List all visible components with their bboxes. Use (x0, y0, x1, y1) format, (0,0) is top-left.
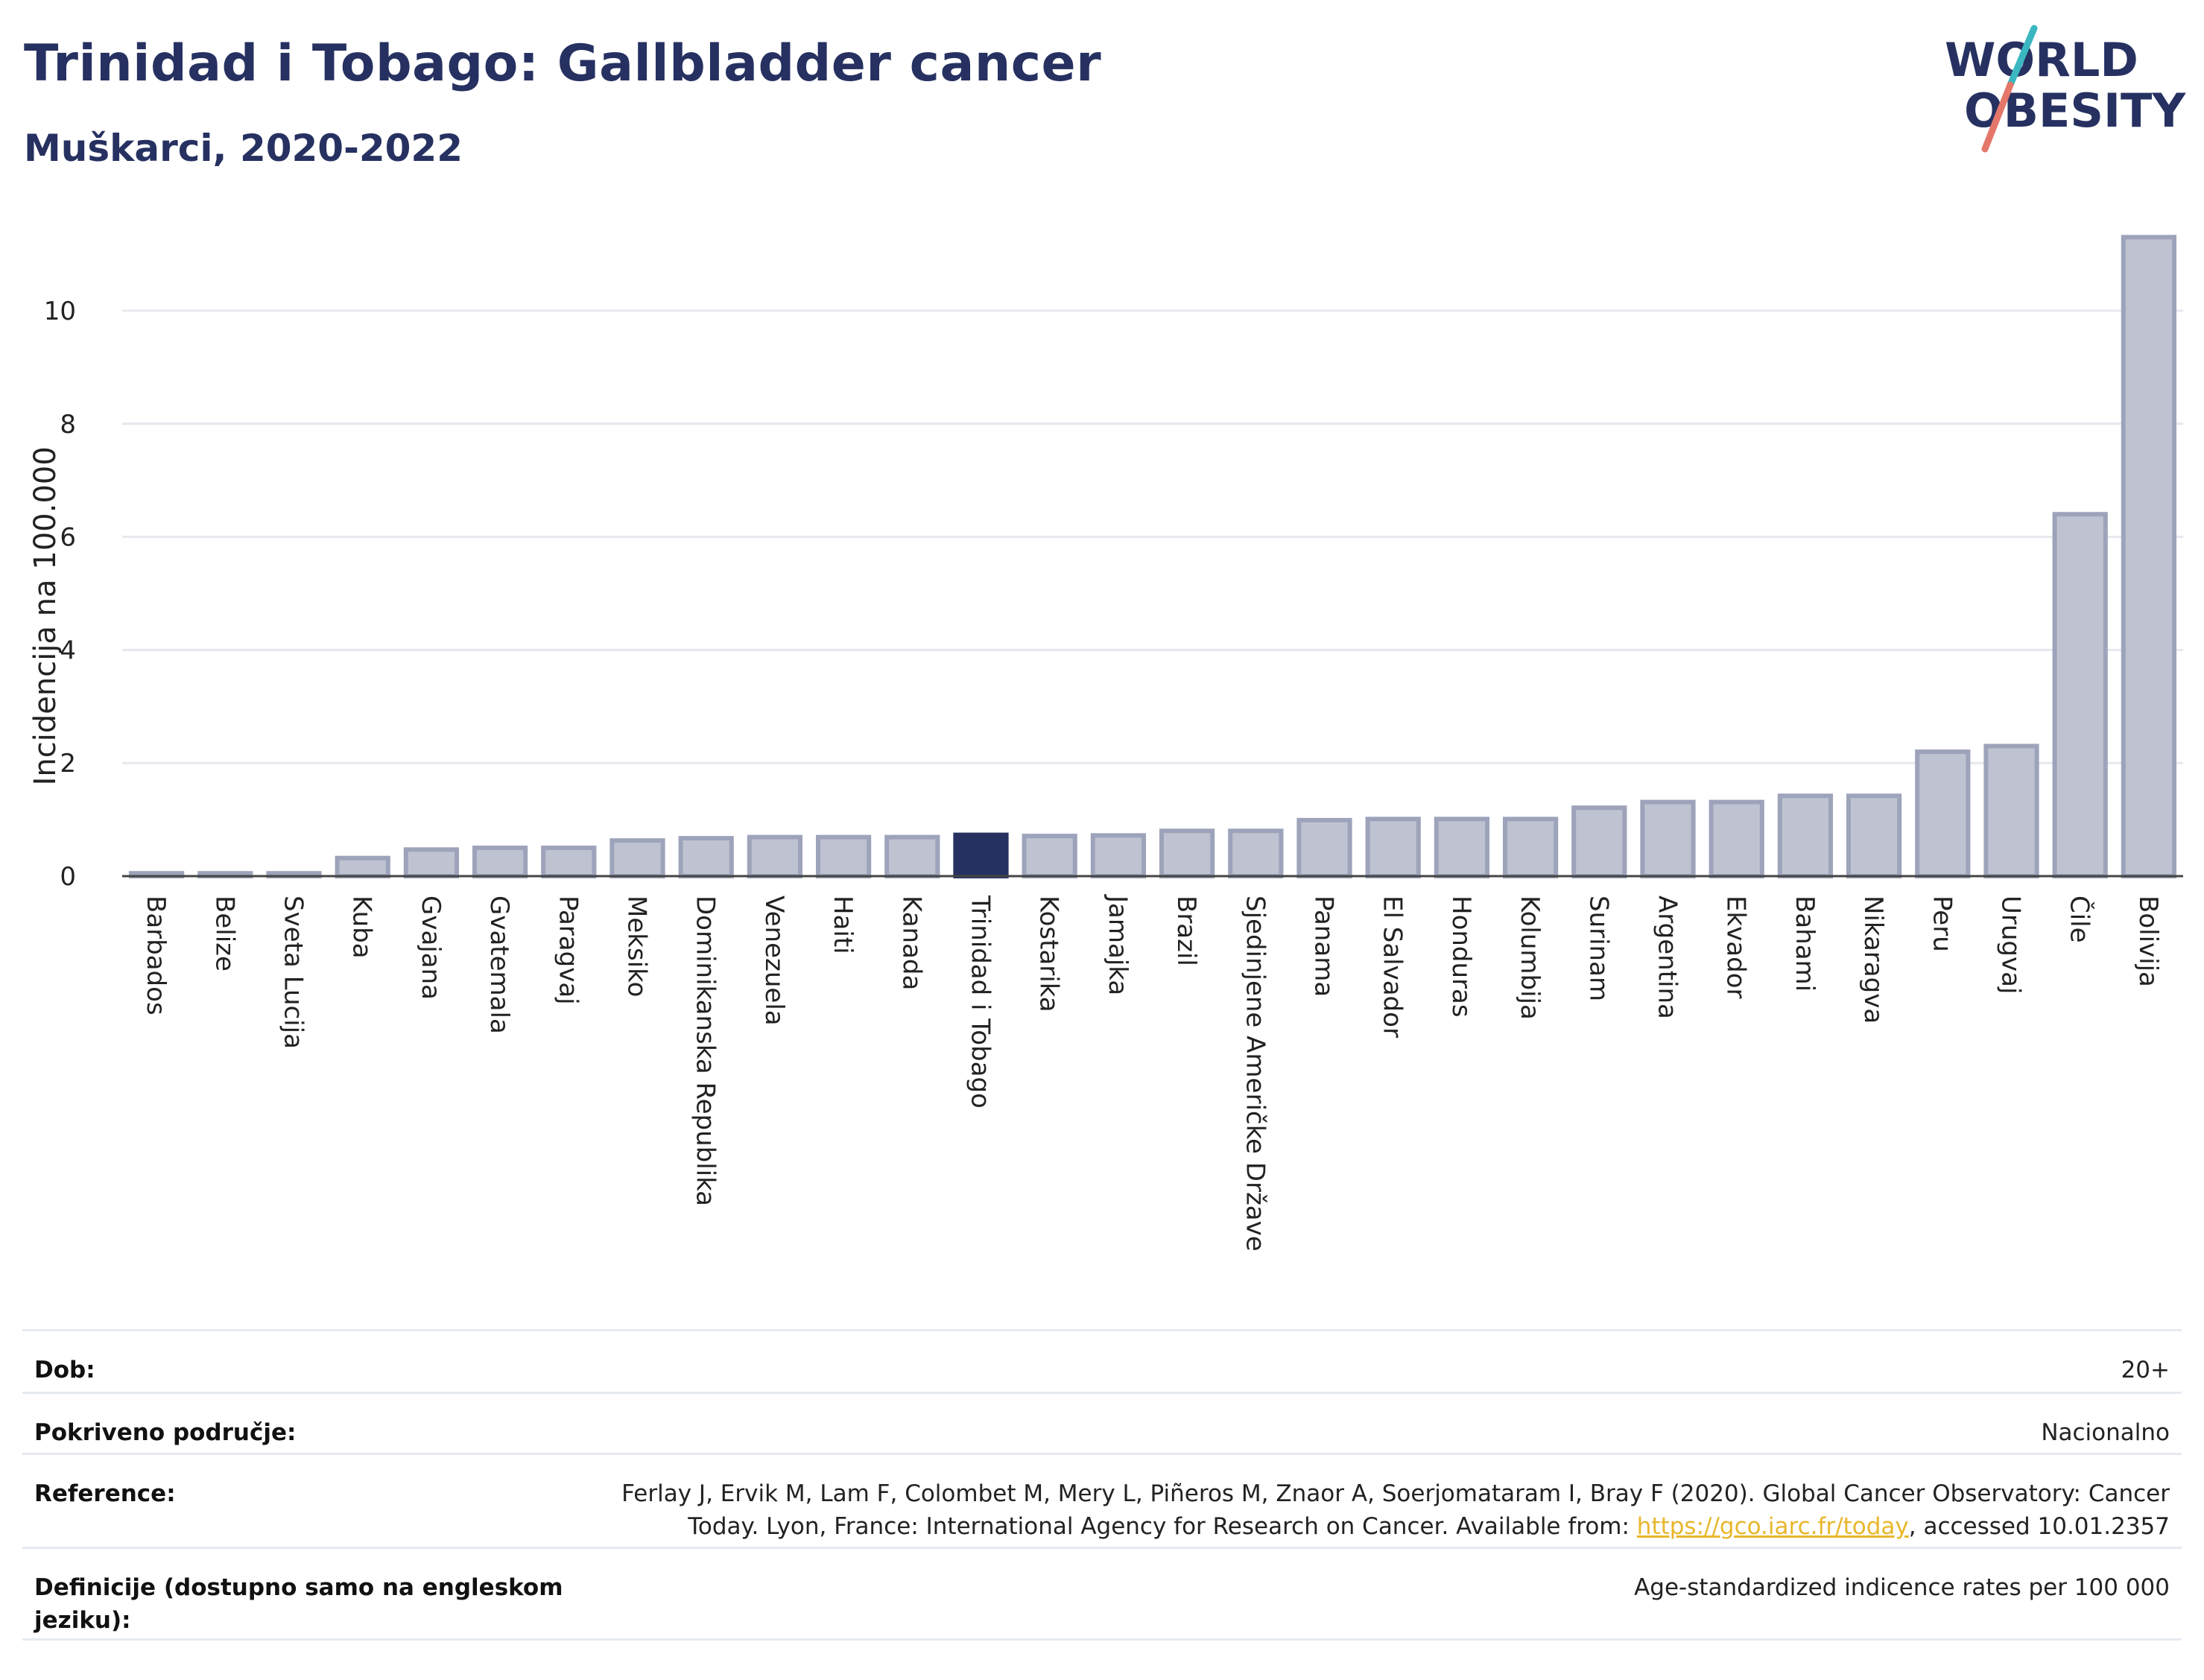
bar-trinidad-i-tobago[interactable] (953, 832, 1009, 879)
info-value-references: Ferlay J, Ervik M, Lam F, Colombet M, Me… (590, 1477, 2170, 1543)
reference-text: Ferlay J, Ervik M, Lam F, Colombet M, Me… (621, 1480, 2170, 1540)
chart-title: Trinidad i Tobago: Gallbladder cancer (24, 34, 1102, 93)
bar-el-salvador[interactable] (1365, 817, 1421, 878)
info-value-age: 20+ (2121, 1357, 2170, 1383)
x-tick-label: Meksiko (622, 896, 652, 997)
x-tick-label: Belize (209, 896, 239, 971)
bar-dominikanska-republika[interactable] (678, 836, 734, 878)
y-tick-label: 8 (60, 410, 76, 440)
bar-brazil[interactable] (1159, 828, 1215, 879)
bar-ekvador[interactable] (1709, 799, 1764, 879)
bar-surinam[interactable] (1571, 805, 1627, 879)
bar-gvatemala[interactable] (472, 846, 528, 879)
x-tick-label: Haiti (828, 896, 858, 954)
bar-nikaragva[interactable] (1846, 793, 1902, 879)
x-tick-label: Bolivija (2133, 896, 2163, 987)
info-value-coverage: Nacionalno (2041, 1419, 2170, 1446)
x-tick-label: Sjedinjene Američke Države (1240, 896, 1270, 1252)
x-tick-label: Ekvador (1721, 896, 1751, 999)
bar-urugvaj[interactable] (1983, 744, 2039, 878)
info-row-definitions: Definicije (dostupno samo na engleskom j… (22, 1547, 2182, 1641)
bar-meksiko[interactable] (609, 838, 665, 878)
bar-kuba[interactable] (335, 855, 390, 879)
y-tick-label: 6 (60, 523, 76, 553)
bar-kostarika[interactable] (1022, 834, 1077, 878)
bar-čile[interactable] (2052, 512, 2108, 878)
info-row-references: Reference: Ferlay J, Ervik M, Lam F, Col… (22, 1453, 2182, 1547)
logo-slash-coral (1981, 81, 2014, 153)
x-tick-label: Sveta Lucija (279, 896, 308, 1049)
logo-line1: WORLD (1945, 33, 2138, 87)
x-tick-label: Bahami (1790, 896, 1820, 992)
info-label-coverage: Pokriveno područje: (34, 1419, 297, 1446)
x-tick-label: Argentina (1653, 896, 1682, 1019)
bar-kanada[interactable] (884, 834, 940, 879)
x-tick-label: Jamajka (1103, 894, 1133, 995)
x-tick-label: Panama (1309, 896, 1339, 997)
x-tick-label: Urugvaj (1996, 896, 2026, 994)
x-tick-label: Honduras (1446, 896, 1476, 1018)
gridlines (122, 309, 2183, 764)
bar-sjedinjene-američke-države[interactable] (1228, 828, 1284, 879)
logo-slash-teal (2007, 25, 2038, 89)
info-row-coverage: Pokriveno područje: Nacionalno (22, 1392, 2182, 1453)
bar-venezuela[interactable] (747, 834, 803, 879)
bar-panama[interactable] (1296, 817, 1352, 879)
x-tick-label: Dominikanska Republika (691, 896, 721, 1206)
bars (128, 235, 2177, 879)
bar-honduras[interactable] (1434, 817, 1490, 878)
y-tick-label: 4 (60, 635, 76, 665)
x-tick-label: Kanada (896, 896, 926, 990)
x-tick-label: Kostarika (1034, 896, 1064, 1012)
x-tick-label: Čile (2065, 896, 2095, 943)
bar-gvajana[interactable] (403, 847, 460, 879)
info-value-definitions: Age-standardized indicence rates per 100… (1634, 1574, 2170, 1601)
x-tick-label: Barbados (141, 896, 171, 1015)
bar-bolivija[interactable] (2121, 235, 2177, 878)
bar-haiti[interactable] (815, 834, 872, 879)
x-tick-label: Gvajana (416, 896, 446, 1000)
info-label-references: Reference: (34, 1480, 176, 1507)
reference-link[interactable]: https://gco.iarc.fr/today (1636, 1513, 1909, 1540)
y-axis-title: Incidencija na 100.000 (28, 446, 63, 785)
x-tick-label: Surinam (1583, 896, 1613, 1001)
chart-subtitle: Muškarci, 2020-2022 (24, 127, 463, 170)
x-tick-label: Gvatemala (484, 896, 514, 1034)
x-tick-label: El Salvador (1378, 896, 1407, 1038)
x-tick-label: Peru (1927, 896, 1957, 952)
x-tick-label: Kolumbija (1515, 896, 1545, 1020)
x-tick-label: Venezuela (759, 896, 789, 1026)
x-tick-label: Trinidad i Tobago (966, 895, 995, 1109)
x-tick-label: Paragvaj (553, 896, 583, 1005)
y-tick-label: 0 (60, 862, 76, 892)
info-label-age: Dob: (34, 1357, 95, 1383)
info-row-age: Dob: 20+ (22, 1329, 2182, 1392)
bar-jamajka[interactable] (1090, 833, 1147, 879)
y-tick-label: 2 (60, 749, 76, 779)
x-tick-label: Kuba (347, 896, 377, 959)
info-table: Dob: 20+ Pokriveno područje: Nacionalno … (22, 1329, 2182, 1641)
bar-argentina[interactable] (1640, 799, 1696, 879)
bar-chart: 0 2 4 6 8 10 Incidencija na 100.000 Barbados Bel… (28, 235, 2183, 1252)
bar-peru[interactable] (1915, 749, 1971, 879)
tick-labels: 0 2 4 6 8 10 Incidencija na 100.000 Barbados Bel… (28, 297, 2163, 1252)
bar-kolumbija[interactable] (1502, 817, 1559, 878)
bar-paragvaj[interactable] (541, 846, 597, 879)
world-obesity-logo: WORLD OBESITY (1945, 25, 2186, 153)
x-tick-label: Brazil (1171, 896, 1201, 966)
info-label-definitions: Definicije (dostupno samo na engleskom j… (34, 1574, 563, 1634)
bar-bahami[interactable] (1777, 793, 1834, 879)
reference-accessed: , accessed 10.01.2357 (1908, 1513, 2170, 1540)
y-tick-label: 10 (44, 297, 76, 326)
x-tick-label: Nikaragva (1858, 896, 1888, 1024)
